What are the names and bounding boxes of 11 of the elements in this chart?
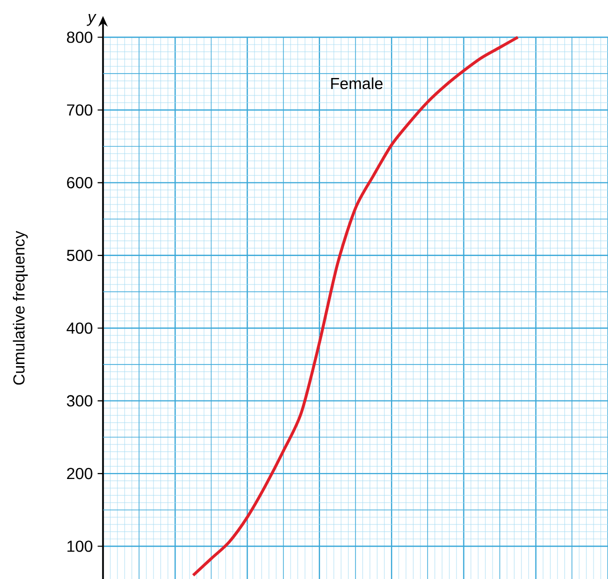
- y-tick-label: 200: [67, 468, 92, 480]
- y-tick-label: 700: [67, 104, 92, 116]
- line-series: [192, 36, 520, 577]
- y-tick-label: 300: [66, 395, 92, 406]
- y-axis-title: Cumulative frequency: [12, 230, 28, 385]
- y-tick-label: 500: [66, 250, 92, 262]
- text: y: [86, 14, 96, 26]
- y-tick-label: 100: [67, 540, 92, 552]
- y-tick-label: 400: [66, 322, 92, 334]
- y-tick-label: 800: [66, 32, 92, 43]
- y-tick-label: 600: [67, 177, 92, 188]
